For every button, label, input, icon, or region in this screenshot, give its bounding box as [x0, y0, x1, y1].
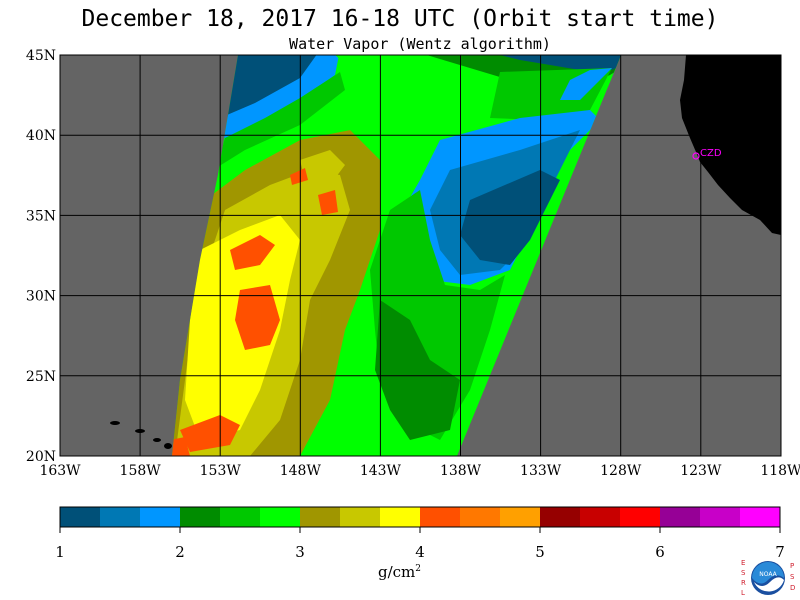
colorbar	[59, 506, 781, 528]
logo-letter: D	[790, 584, 795, 592]
colorbar-tick-label: 7	[775, 543, 785, 561]
plot-border	[59, 54, 782, 457]
station-label: CZD	[700, 148, 722, 159]
lon-label: 153W	[200, 463, 242, 479]
colorbar-swatch	[340, 507, 381, 527]
lat-label: 45N	[26, 48, 56, 64]
colorbar-swatch	[260, 507, 301, 527]
latitude-labels: 45N 40N 35N 30N 25N 20N	[26, 48, 56, 465]
lon-label: 133W	[520, 463, 562, 479]
lon-label: 143W	[360, 463, 402, 479]
colorbar-swatch	[540, 507, 581, 527]
longitude-labels: 163W 158W 153W 148W 143W 138W 133W 128W 123W 118W	[39, 463, 800, 479]
colorbar-swatch	[220, 507, 261, 527]
colorbar-swatch	[60, 507, 101, 527]
lon-label: 128W	[600, 463, 642, 479]
lon-label: 148W	[280, 463, 322, 479]
logo-letter: E	[741, 559, 745, 567]
colorbar-swatch	[100, 507, 141, 527]
lat-label: 20N	[26, 449, 56, 465]
colorbar-swatch	[580, 507, 621, 527]
svg-text:NOAA: NOAA	[759, 571, 777, 578]
map-subtitle: Water Vapor (Wentz algorithm)	[289, 35, 551, 53]
lat-label: 35N	[26, 208, 56, 224]
colorbar-swatch	[500, 507, 541, 527]
colorbar-swatch	[300, 507, 341, 527]
lon-label: 138W	[440, 463, 482, 479]
colorbar-tick-labels: 1 2 3 4 5 6 7	[55, 527, 785, 561]
island-maui	[164, 443, 172, 449]
lat-lon-grid	[60, 55, 781, 456]
lon-label: 123W	[680, 463, 722, 479]
colorbar-swatch	[380, 507, 421, 527]
lat-label: 30N	[26, 289, 56, 305]
colorbar-swatch	[700, 507, 741, 527]
logo-letter: S	[790, 573, 795, 581]
station-marker-icon	[692, 152, 700, 160]
colorbar-tick-label: 2	[175, 543, 185, 561]
colorbar-tick-label: 5	[535, 543, 545, 561]
map-title: December 18, 2017 16-18 UTC (Orbit start…	[81, 6, 719, 32]
colorbar-tick-label: 6	[655, 543, 665, 561]
colorbar-swatch	[740, 507, 781, 527]
land-mass	[680, 55, 781, 235]
colorbar-units: g/cm2	[378, 563, 422, 581]
lat-label: 40N	[26, 128, 56, 144]
lon-label: 158W	[120, 463, 162, 479]
island-kauai	[110, 421, 120, 425]
lat-label: 25N	[26, 369, 56, 385]
logo-letter: R	[741, 579, 746, 587]
colorbar-swatch	[660, 507, 701, 527]
colorbar-swatch	[420, 507, 461, 527]
logo-letter: L	[741, 589, 745, 597]
logo-letter: S	[741, 569, 746, 577]
colorbar-tick-label: 3	[295, 543, 305, 561]
island-molokai	[153, 438, 161, 442]
lon-label: 163W	[39, 463, 81, 479]
colorbar-swatch	[140, 507, 181, 527]
colorbar-swatch	[620, 507, 661, 527]
colorbar-swatch	[460, 507, 501, 527]
colorbar-tick-label: 1	[55, 543, 65, 561]
lon-label: 118W	[760, 463, 800, 479]
colorbar-tick-label: 4	[415, 543, 425, 561]
logo-letter: P	[790, 562, 794, 570]
colorbar-swatch	[180, 507, 221, 527]
